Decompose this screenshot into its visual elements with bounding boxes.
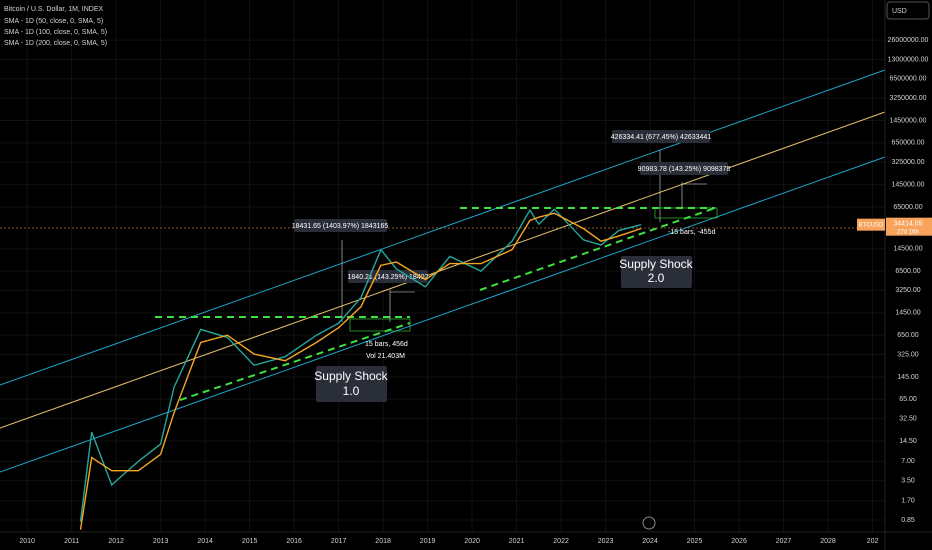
y-tick-label: 13000000.00	[888, 56, 929, 63]
annotation: 426334.41 (677.45%) 42633441	[611, 134, 712, 141]
y-tick-label: 26000000.00	[888, 37, 929, 44]
y-tick-label: 1450000.00	[890, 117, 927, 124]
y-tick-label: 6500000.00	[890, 76, 927, 83]
replay-icon[interactable]	[642, 516, 656, 530]
x-tick-label: 2018	[375, 538, 391, 545]
x-tick-label: 2028	[820, 538, 836, 545]
x-tick-label: 2026	[731, 538, 747, 545]
annotation: 18431.65 (1403.97%) 1843165	[292, 223, 389, 230]
y-tick-label: 325.00	[897, 351, 919, 358]
x-tick-label: 2015	[242, 538, 258, 545]
upper-channel	[0, 69, 886, 386]
x-tick-label: 2020	[464, 538, 480, 545]
x-tick-label: 2010	[19, 538, 35, 545]
x-tick-label: 2024	[642, 538, 658, 545]
currency-button[interactable]	[886, 1, 930, 20]
x-tick-label: 2022	[553, 538, 569, 545]
y-tick-label: 650000.00	[891, 140, 924, 147]
annotation: 90983.78 (143.25%) 9098378	[638, 166, 731, 173]
supply-shock: Supply Shock	[619, 257, 693, 271]
annotation: 15 bars, 456d	[365, 341, 408, 348]
y-tick-label: 325000.00	[891, 159, 924, 166]
y-tick-label: 7.00	[901, 458, 915, 465]
annotation-box	[294, 219, 387, 232]
x-tick-label: 202	[867, 538, 879, 545]
x-tick-label: 2019	[420, 538, 436, 545]
y-tick-label: 145.00	[897, 374, 919, 381]
y-tick-label: 3.50	[901, 477, 915, 484]
legend-entry: SMA - 1D (200, close, 0, SMA, 5)	[4, 40, 107, 47]
x-tick-label: 2017	[331, 538, 347, 545]
y-tick-label: 32.50	[899, 415, 917, 422]
mid-channel	[0, 111, 886, 429]
x-tick-label: 2021	[509, 538, 525, 545]
x-tick-label: 2016	[286, 538, 302, 545]
currency: USD	[892, 8, 907, 15]
y-tick-label: 14500.00	[893, 246, 922, 253]
y-tick-label: 65.00	[899, 396, 917, 403]
last-price: 34414.05	[893, 221, 922, 228]
y-tick-label: 1.70	[901, 498, 915, 505]
last-price-countdown: 27d 16h	[897, 229, 919, 235]
x-tick-label: 2013	[153, 538, 169, 545]
annotation: Vol 21.403M	[366, 353, 405, 360]
price-line	[79, 212, 642, 530]
legend-entry: SMA - 1D (50, close, 0, SMA, 5)	[4, 18, 103, 25]
y-tick-label: 145000.00	[891, 181, 924, 188]
y-tick-label: 6500.00	[895, 268, 920, 275]
y-tick-label: 3250.00	[895, 287, 920, 294]
y-tick-label: 14.50	[899, 438, 917, 445]
last-price-box	[886, 217, 932, 236]
supply-shock: 2.0	[648, 271, 665, 285]
symbol-box	[857, 218, 885, 231]
price-line	[79, 208, 642, 522]
annotation: 1840.21 (143.25%) 18402	[348, 274, 429, 281]
y-tick-label: 65000.00	[893, 204, 922, 211]
lower-channel	[0, 156, 886, 473]
supply-shock-box	[621, 256, 692, 288]
green-levels	[155, 207, 716, 401]
legend-entry: SMA - 1D (100, close, 0, SMA, 5)	[4, 29, 107, 36]
y-tick-label: 3250000.00	[890, 95, 927, 102]
x-tick-label: 2014	[197, 538, 213, 545]
annotation-box	[640, 162, 728, 175]
supply-shock: Supply Shock	[314, 369, 388, 383]
symbol: BTCUSD	[859, 222, 884, 228]
y-tick-label: 650.00	[897, 332, 919, 339]
x-tick-label: 2027	[776, 538, 792, 545]
annotation: -15 bars, -455d	[668, 229, 716, 236]
supply-shock-box	[316, 366, 387, 402]
y-tick-label: 1450.00	[895, 310, 920, 317]
y-tick-label: 0.85	[901, 517, 915, 524]
x-tick-label: 2011	[64, 538, 79, 545]
x-tick-label: 2023	[598, 538, 614, 545]
annotation-box	[612, 130, 710, 143]
x-tick-label: 2025	[687, 538, 703, 545]
chart-title: Bitcoin / U.S. Dollar, 1M, INDEX	[4, 6, 104, 13]
x-tick-label: 2012	[108, 538, 124, 545]
supply-shock: 1.0	[343, 384, 360, 398]
